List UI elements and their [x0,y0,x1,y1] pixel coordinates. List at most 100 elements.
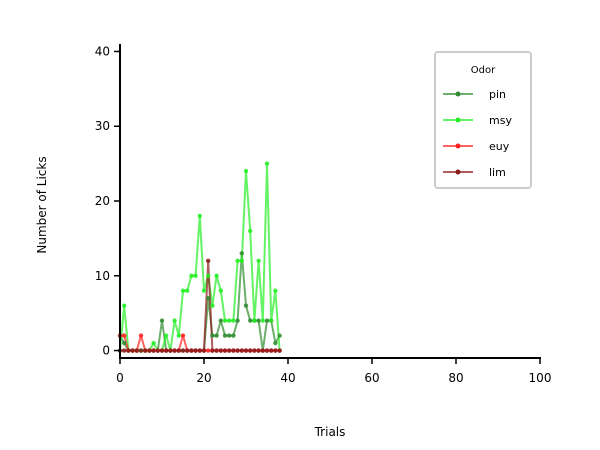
data-point-lim [227,348,232,353]
data-point-lim [269,348,274,353]
data-point-msy [218,288,223,293]
legend-swatch-marker [455,143,461,149]
y-axis-label: Number of Licks [35,156,49,253]
legend-swatch-marker [455,117,461,123]
data-point-lim [201,348,207,353]
data-point-pin [231,333,236,338]
data-point-lim [214,348,219,353]
data-point-msy [172,318,177,323]
data-point-pin [122,340,127,346]
data-point-pin [273,340,278,346]
data-point-lim [235,348,240,353]
data-point-pin [222,333,228,338]
data-point-lim [126,348,131,353]
data-point-lim [185,348,190,353]
data-point-msy [206,273,211,278]
data-point-lim [176,348,181,353]
x-tick-label: 60 [364,371,379,385]
data-point-lim [218,348,223,353]
data-point-lim [197,348,202,353]
x-tick-label: 80 [448,371,463,385]
data-point-lim [256,348,261,353]
data-point-pin [235,318,240,323]
data-point-lim [147,348,152,353]
data-point-lim [143,348,148,353]
series-line-msy [119,162,281,352]
data-point-lim [168,348,173,353]
data-point-pin [159,318,165,323]
data-point-msy [269,318,274,323]
data-point-msy [235,258,240,264]
data-point-lim [172,348,177,353]
data-point-msy [256,258,261,264]
y-tick-label: 30 [95,119,110,133]
data-point-pin [218,318,223,323]
data-point-lim [210,348,215,353]
data-point-lim [164,348,169,353]
series-line-euy [120,334,280,352]
data-point-msy [214,273,219,278]
data-point-pin [206,295,211,301]
data-point-lim [134,348,139,353]
data-point-msy [264,161,270,166]
data-point-msy [260,318,265,323]
data-point-msy [201,288,207,293]
data-point-msy [197,213,202,219]
data-point-lim [159,348,165,353]
data-point-pin [210,333,215,338]
data-point-lim [189,348,194,353]
data-point-euy [180,333,186,338]
data-point-msy [222,318,228,323]
data-point-euy [138,333,144,338]
data-point-msy [193,273,198,278]
data-point-pin [248,318,253,323]
legend-swatch-marker [455,91,461,97]
data-point-pin [277,333,282,338]
data-point-pin [214,333,219,338]
data-point-lim [193,348,198,353]
legend-label-euy: euy [489,140,510,153]
data-point-msy [185,288,190,293]
data-point-msy [164,333,169,338]
data-point-msy [180,288,186,293]
x-tick-label: 100 [529,371,552,385]
data-point-msy [248,228,253,234]
data-point-euy [206,348,211,353]
data-point-pin [264,318,270,323]
data-point-msy [239,258,244,264]
legend-title: Odor [471,65,496,76]
legend-swatch-marker [455,169,461,175]
data-point-lim [231,348,236,353]
data-point-pin [239,251,244,256]
x-tick-label: 0 [116,371,124,385]
data-point-lim [243,348,249,353]
data-point-lim [260,348,265,353]
y-tick-label: 40 [95,44,110,58]
x-tick-label: 40 [280,371,295,385]
y-tick-label: 20 [95,194,110,208]
data-point-msy [122,303,127,308]
x-axis-label: Trials [314,425,346,439]
legend-frame [434,51,532,189]
data-point-lim [130,348,135,353]
data-point-lim [180,348,186,353]
legend-label-pin: pin [489,88,506,101]
data-point-lim [155,348,160,353]
data-point-lim [151,348,156,353]
data-point-pin [256,318,261,323]
data-point-msy [189,273,194,278]
data-point-euy [122,333,127,338]
plot-points [117,161,282,353]
data-point-msy [151,340,156,346]
legend: Odor pin msy euy lim [434,51,532,189]
data-point-msy [176,333,181,338]
data-point-lim [252,348,257,353]
data-point-msy [243,168,249,174]
legend-label-msy: msy [489,114,512,127]
data-point-lim [138,348,144,353]
data-point-lim [264,348,270,353]
data-point-lim [239,348,244,353]
data-point-lim [206,258,211,264]
data-point-pin [243,303,249,308]
